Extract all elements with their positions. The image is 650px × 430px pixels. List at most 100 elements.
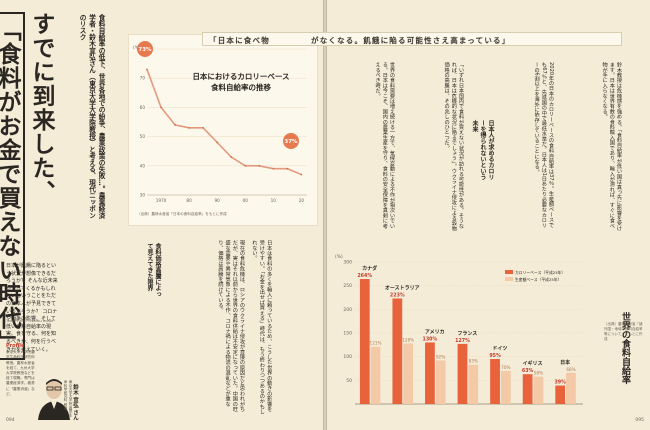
category-label: カナダ [362,265,377,272]
bar-production [370,346,381,404]
author-portrait [38,379,70,420]
bar-label-production: 83% [469,359,478,364]
profile: Profile 東京大学大学院農学生命科学研究科教授。農林水産省を経て、九州大学… [6,343,60,397]
data-point [216,141,219,144]
lede: 食料自給率の低下、世界各地での紛争、農業政策の失敗…。農業経済学者・鈴木宣弘さん… [78,14,105,219]
category-label: オーストラリア [385,284,420,291]
data-point [202,126,205,129]
bar-calorie [392,298,403,404]
right-column-3: 「いずれ日本国内で食料が買えない状況が訪れる可能性がある。そうなれば、日本は危機… [443,62,464,231]
y-tick-label: 30 [140,193,146,198]
bar-calorie [522,374,533,404]
headline: すでに到来した、 「食料がお金で買えない時代」 [0,12,55,360]
bar-label-production: 92% [436,354,445,359]
category-label: 日本 [560,359,571,366]
bar-production [468,364,479,404]
bar-calorie [425,342,435,404]
right-page: 095 [327,0,650,430]
start-label: 73% [138,47,152,53]
y-tick-label: 50 [346,378,352,384]
bar-label-production: 66% [566,367,575,372]
folio-right: 095 [635,418,644,423]
pull-quote-part-b: がなくなる。飢餓に陥る可能性さえ高まっている」 [311,36,511,45]
author-name: 鈴木 宣弘 さん [72,384,78,421]
bar-production [435,360,446,404]
data-point [272,167,275,170]
intro-text: 日本が飢餓に陥るという状況が想像できるだろうか？ そんな近未来がやってくるかもし… [6,263,58,353]
legend-label-a: カロリーベース（平成25年） [515,270,565,275]
y-tick-label: 200 [343,307,352,313]
start-badge [137,41,153,57]
legend-swatch-a [505,270,513,274]
y-tick-label: 150 [343,331,352,337]
data-point [258,164,261,167]
body-text: 日本は食料の多くを輸入に頼っているため、こうした世界の動きの影響を受けやすい。「… [251,240,273,415]
data-point [300,173,303,176]
bar-production [566,372,576,404]
section-subhead-left: 食料価格高騰によって見えてきた限界 [146,243,161,297]
data-point [286,167,289,170]
bar-production [533,376,544,404]
chart1-unit: (%) [133,45,141,51]
right-column-4: 世界の食料需要は増え続ける一方で、気候変動による不作が相次いでいる。日本は今こそ… [374,62,395,229]
credit: Text/Photo: Osamu Inoue [6,318,54,323]
bar-calorie [359,279,370,404]
chart2-unit: (%) [335,254,343,260]
category-label: フランス [457,331,477,337]
bar-label-production: 58% [534,371,543,376]
profile-text: 東京大学大学院農学生命科学研究科教授。農林水産省を経て、九州大学大学院教授などを… [6,350,35,396]
bar-calorie [490,359,500,404]
profile-title: Profile [6,343,25,349]
y-tick-label: 250 [343,283,352,289]
data-point [230,156,233,158]
legend-label-b: 生産額ベース（平成25年） [515,277,561,282]
bar-calorie [555,385,566,404]
author-info: 東京大学大学院 農学生命科学研究科 教授 [64,380,73,418]
bar-label-calorie: 264% [357,273,372,279]
y-tick-label: 60 [140,105,146,110]
bar-label-production: 128% [402,337,414,342]
bar-chart-note: （出典）農林水産省「諸外国・地域の食料自給率等について」をもとに作成 [604,322,643,341]
bar-label-production: 121% [370,341,382,346]
body-column-left: 現在の食料危機は、ロシアのウクライナ侵攻が直接の原因だと思われがちだが、実はそれ… [217,240,245,412]
series-line [146,69,302,176]
headline-line-2: 「食料がお金で買えない時代」 [0,12,25,360]
category-label: ドイツ [492,346,507,352]
bar-label-calorie: 223% [390,292,405,298]
x-tick-label: 20 [299,198,305,203]
y-tick-label: 300 [343,260,352,266]
data-point [188,126,191,129]
bar-label-production: 70% [501,365,510,370]
x-tick-label: 90 [215,198,221,203]
chart1-note: （出典）農林水産省「日本の食料自給率」をもとに作成 [137,211,227,216]
y-tick-label: 70 [140,76,146,81]
y-tick-label: 40 [140,163,146,168]
left-page: すでに到来した、 「食料がお金で買えない時代」 食料自給率の低下、世界各地での紛… [0,0,323,430]
legend-swatch-b [505,277,513,281]
x-tick-label: 1970 [156,198,167,203]
bar-chart: (%) 300 250 200 150 100 50 264% 121% カナダ 223% 128… [335,254,583,405]
data-point [174,124,176,126]
right-column-2: 2020年の日本のカロリーベースの食料自給率は37％。生産額ベースでも67％と、… [533,62,554,228]
x-tick-label: 80 [186,198,192,203]
bar-chart-title: 世界の食料自給率 [620,312,630,384]
data-point [160,106,162,109]
data-point [244,164,247,167]
data-point [146,68,148,71]
end-label: 37% [284,139,298,145]
bar-label-calorie: 63% [522,368,534,374]
category-label: アメリカ [425,328,445,335]
bar-label-calorie: 130% [423,336,438,342]
right-column-1: 鈴木教授は危機感を強める。「食料自給率が低い国は真っ先に影響を受けます。日本は世… [601,62,622,231]
spine [323,0,327,430]
bar-production [500,370,511,404]
x-tick-label: 00 [243,198,249,203]
x-tick-label: 10 [271,198,277,203]
headline-line-1: すでに到来した、 [28,12,55,204]
y-tick-label: 50 [140,134,146,139]
pull-quote: 「日本に食べ物 がなくなる。飢餓に陥る可能性さえ高まっている」 [202,32,622,46]
bar-calorie [457,343,468,404]
y-tick-label: 100 [343,354,352,360]
